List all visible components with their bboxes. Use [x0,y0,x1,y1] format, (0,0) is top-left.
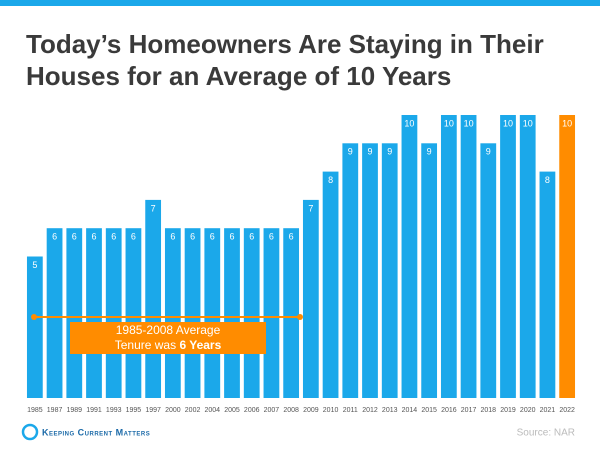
bar [263,228,280,398]
value-label: 10 [562,118,572,128]
value-label: 5 [32,260,37,270]
x-tick-label: 2016 [441,407,457,414]
chart-title: Today’s Homeowners Are Staying in Their [26,29,544,59]
bar [460,115,477,398]
value-label: 9 [387,147,392,157]
x-tick-label: 2014 [402,407,418,414]
bar [145,199,162,398]
value-label: 6 [72,232,77,242]
value-label: 6 [91,232,96,242]
bar [105,228,122,398]
value-label: 6 [249,232,254,242]
annotation-text: Tenure was 6 Years [115,338,222,352]
annotation-text: 1985-2008 Average [116,323,221,337]
arrow-end [297,314,303,320]
x-tick-label: 2022 [559,407,575,414]
bar [125,228,142,398]
bar [66,228,83,398]
value-label: 6 [269,232,274,242]
x-tick-label: 2002 [185,407,201,414]
value-label: 6 [170,232,175,242]
x-tick-label: 1991 [86,407,102,414]
bar [302,199,319,398]
value-label: 9 [486,147,491,157]
x-tick-label: 2006 [244,407,260,414]
x-tick-label: 2000 [165,407,181,414]
x-tick-label: 1987 [47,407,63,414]
x-tick-label: 1995 [126,407,142,414]
value-label: 8 [328,175,333,185]
bars: 5 1985 6 1987 6 1989 6 1991 6 1993 6 1995 7 1997 6 2000… [26,115,576,414]
bar [559,115,576,398]
value-label: 9 [348,147,353,157]
x-tick-label: 2004 [204,407,220,414]
bar [26,256,43,398]
x-tick-label: 2013 [382,407,398,414]
value-label: 6 [131,232,136,242]
value-label: 6 [289,232,294,242]
bar [539,171,556,398]
x-tick-label: 2021 [540,407,556,414]
value-label: 10 [523,118,533,128]
x-tick-label: 2008 [283,407,299,414]
bar [46,228,63,398]
value-label: 10 [444,118,454,128]
x-tick-label: 2012 [362,407,378,414]
x-tick-label: 2010 [323,407,339,414]
bar [500,115,516,398]
bar [86,228,102,398]
bar [342,143,359,398]
x-tick-label: 1993 [106,407,122,414]
x-tick-label: 1997 [145,407,161,414]
x-tick-label: 2015 [421,407,437,414]
bar [519,115,536,398]
value-label: 9 [427,147,432,157]
x-tick-label: 2007 [264,407,280,414]
bar [381,143,398,398]
bar [362,143,378,398]
bar [184,228,201,398]
x-tick-label: 2009 [303,407,319,414]
bar [322,171,339,398]
bar [283,228,300,398]
value-label: 6 [210,232,215,242]
value-label: 9 [367,147,372,157]
top-stripe [0,0,600,6]
x-tick-label: 1985 [27,407,43,414]
bar [224,228,240,398]
annotation-text: Tenure was [115,338,180,352]
x-tick-label: 2011 [343,407,358,414]
value-label: 6 [190,232,195,242]
x-tick-label: 1989 [66,407,82,414]
x-tick-label: 2017 [461,407,477,414]
annotation-box [70,322,266,354]
value-label: 10 [464,118,474,128]
bar [164,228,181,398]
bar [401,115,418,398]
bar [421,143,438,398]
logo-icon [21,423,39,441]
bar [440,115,457,398]
bar [204,228,221,398]
value-label: 6 [111,232,116,242]
value-label: 10 [404,118,414,128]
bar [480,143,497,398]
value-label: 10 [503,118,513,128]
value-label: 7 [151,203,156,213]
x-tick-label: 2020 [520,407,536,414]
chart-title: Houses for an Average of 10 Years [26,61,451,91]
annotation-bold: 6 Years [179,338,221,352]
arrow-end [31,314,37,320]
bar [243,228,260,398]
x-tick-label: 2005 [224,407,240,414]
value-label: 7 [308,203,313,213]
value-label: 6 [229,232,234,242]
logo: Keeping Current Matters [42,427,150,437]
value-label: 8 [545,175,550,185]
x-tick-label: 2018 [480,407,496,414]
x-tick-label: 2019 [500,407,516,414]
source: Source: NAR [517,428,575,439]
value-label: 6 [52,232,57,242]
